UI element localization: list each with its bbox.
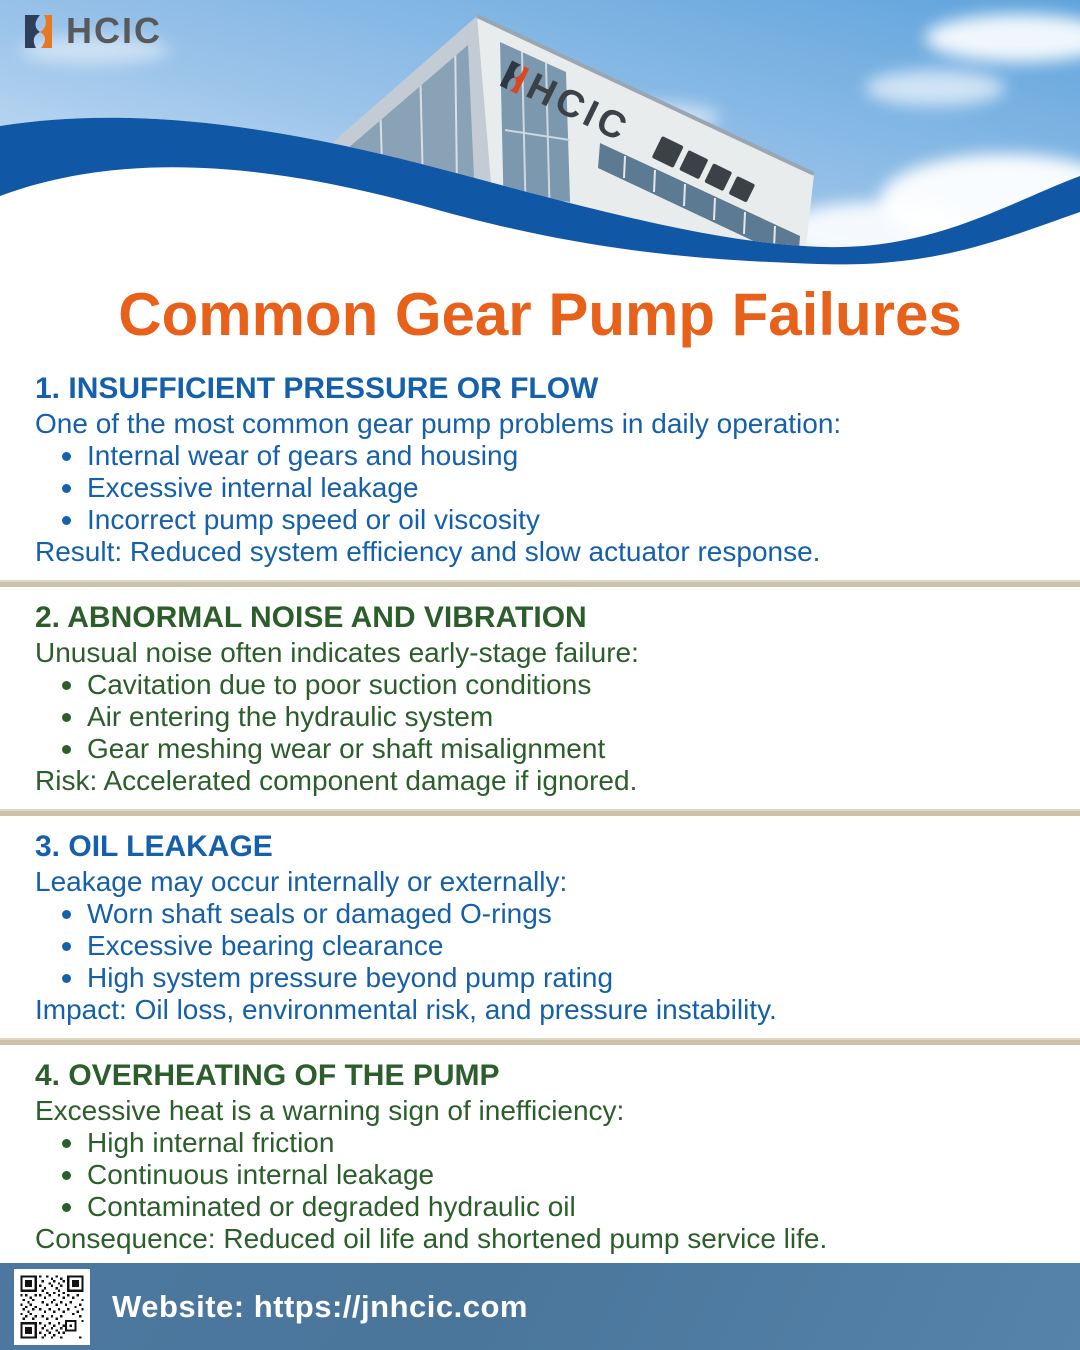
list-item: High internal friction (35, 1127, 1045, 1159)
bullet-icon (62, 516, 71, 525)
footer-bar: Website: https://jnhcic.com (0, 1263, 1080, 1350)
bullet-icon (62, 1203, 71, 1212)
list-item: Gear meshing wear or shaft misalignment (35, 733, 1045, 765)
section-divider (0, 1038, 1080, 1045)
list-item: Air entering the hydraulic system (35, 701, 1045, 733)
bullet-icon (62, 942, 71, 951)
list-item-text: Gear meshing wear or shaft misalignment (87, 733, 606, 764)
section-heading: 1. INSUFFICIENT PRESSURE OR FLOW (35, 372, 599, 405)
list-item-text: Cavitation due to poor suction condition… (87, 669, 592, 700)
list-item-text: Excessive bearing clearance (87, 930, 444, 961)
list-item: Excessive bearing clearance (35, 930, 1045, 962)
list-item-text: Internal wear of gears and housing (87, 440, 519, 471)
list-item: Internal wear of gears and housing (35, 440, 1045, 472)
list-item: Cavitation due to poor suction condition… (35, 669, 1045, 701)
section-outcome: Impact: Oil loss, environmental risk, an… (35, 994, 777, 1025)
bullet-icon (62, 681, 71, 690)
website-link[interactable]: Website: https://jnhcic.com (112, 1288, 528, 1324)
section-intro: Leakage may occur internally or external… (35, 866, 568, 897)
list-item-text: Contaminated or degraded hydraulic oil (87, 1191, 576, 1222)
section-heading: 2. ABNORMAL NOISE AND VIBRATION (35, 601, 587, 634)
qr-code-icon (14, 1268, 90, 1345)
bullet-icon (62, 1171, 71, 1180)
section-heading: 3. OIL LEAKAGE (35, 830, 273, 863)
list-item-text: High system pressure beyond pump rating (87, 962, 614, 993)
section-insufficient-pressure: 1. INSUFFICIENT PRESSURE OR FLOW One of … (0, 358, 1080, 580)
hero-header: HCIC HCIC (0, 0, 1080, 266)
section-outcome: Consequence: Reduced oil life and shorte… (35, 1223, 828, 1254)
section-overheating: 4. OVERHEATING OF THE PUMP Excessive hea… (0, 1045, 1080, 1267)
list-item: Continuous internal leakage (35, 1159, 1045, 1191)
section-divider (0, 809, 1080, 816)
bullet-icon (62, 974, 71, 983)
list-item: Excessive internal leakage (35, 472, 1045, 504)
building-photo: HCIC (0, 0, 1080, 266)
page-title: Common Gear Pump Failures (118, 281, 962, 348)
section-intro: One of the most common gear pump problem… (35, 408, 842, 439)
bullet-icon (62, 1139, 71, 1148)
bullet-icon (62, 452, 71, 461)
list-item-text: High internal friction (87, 1127, 335, 1158)
section-outcome: Result: Reduced system efficiency and sl… (35, 536, 821, 567)
brand-logo: HCIC (18, 10, 162, 52)
list-item-text: Excessive internal leakage (87, 472, 419, 503)
building-sign-cjk-characters (652, 136, 755, 202)
section-outcome: Risk: Accelerated component damage if ig… (35, 765, 638, 796)
wave-swoosh (0, 117, 1080, 265)
section-intro: Unusual noise often indicates early-stag… (35, 637, 639, 668)
bullet-icon (62, 713, 71, 722)
bullet-icon (62, 745, 71, 754)
list-item: Contaminated or degraded hydraulic oil (35, 1191, 1045, 1223)
list-item-text: Continuous internal leakage (87, 1159, 435, 1190)
section-intro: Excessive heat is a warning sign of inef… (35, 1095, 625, 1126)
brand-logo-text: HCIC (66, 10, 162, 51)
hcic-logo-mark (25, 15, 52, 48)
list-item: Worn shaft seals or damaged O-rings (35, 898, 1045, 930)
list-item-text: Worn shaft seals or damaged O-rings (87, 898, 552, 929)
section-divider (0, 580, 1080, 587)
section-oil-leakage: 3. OIL LEAKAGE Leakage may occur interna… (0, 816, 1080, 1038)
list-item-text: Air entering the hydraulic system (87, 701, 494, 732)
list-item: High system pressure beyond pump rating (35, 962, 1045, 994)
section-heading: 4. OVERHEATING OF THE PUMP (35, 1059, 500, 1092)
bullet-icon (62, 484, 71, 493)
list-item-text: Incorrect pump speed or oil viscosity (87, 504, 540, 535)
bullet-icon (62, 910, 71, 919)
section-noise-vibration: 2. ABNORMAL NOISE AND VIBRATION Unusual … (0, 587, 1080, 809)
list-item: Incorrect pump speed or oil viscosity (35, 504, 1045, 536)
content: 1. INSUFFICIENT PRESSURE OR FLOW One of … (0, 358, 1080, 1267)
